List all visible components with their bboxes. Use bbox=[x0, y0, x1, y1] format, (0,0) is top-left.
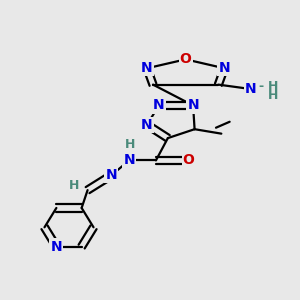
Text: N: N bbox=[153, 98, 165, 112]
Text: N: N bbox=[187, 98, 199, 112]
Text: H: H bbox=[267, 89, 278, 102]
Text: O: O bbox=[183, 153, 195, 167]
Text: N: N bbox=[141, 61, 153, 75]
Text: H: H bbox=[267, 80, 278, 93]
Text: O: O bbox=[180, 52, 192, 66]
Text: N: N bbox=[218, 61, 230, 75]
Text: N: N bbox=[123, 153, 135, 167]
Text: -: - bbox=[259, 80, 264, 93]
Text: N: N bbox=[106, 168, 117, 182]
Text: H: H bbox=[69, 179, 80, 192]
Text: H: H bbox=[124, 139, 135, 152]
Text: N: N bbox=[51, 240, 62, 254]
Text: N: N bbox=[245, 82, 257, 96]
Text: N: N bbox=[141, 118, 153, 132]
